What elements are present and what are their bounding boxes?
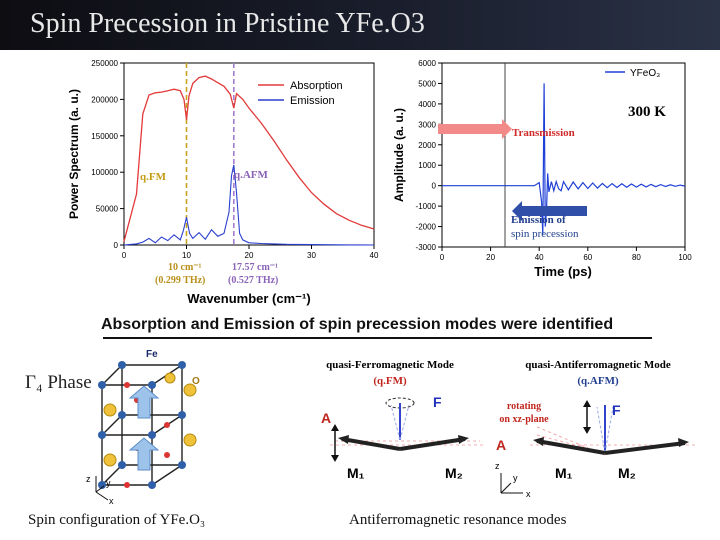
emission-series bbox=[123, 164, 375, 246]
transmission-arrow bbox=[438, 119, 512, 139]
qfm-vector-m2: M₂ bbox=[445, 465, 463, 481]
qafm-label: q.AFM bbox=[234, 169, 269, 181]
qfm-vector-m1: M₁ bbox=[347, 465, 365, 481]
diagram-axis-y: y bbox=[513, 473, 518, 483]
qfm-freq-thz: (0.299 THz) bbox=[155, 275, 205, 286]
title-bar: Spin Precession in Pristine YFe.O3 bbox=[0, 0, 720, 50]
right-xtick-label: 0 bbox=[440, 253, 445, 262]
qafm-freq-cm: 17.57 cm⁻¹ bbox=[232, 262, 278, 273]
summary-underline bbox=[103, 337, 652, 339]
right-xtick-label: 80 bbox=[632, 253, 641, 262]
transmission-label: Transmission bbox=[512, 127, 575, 139]
slide-title: Spin Precession in Pristine YFe.O3 bbox=[30, 8, 425, 39]
legend-emission: Emission bbox=[290, 95, 335, 107]
left-plot-frame bbox=[123, 62, 375, 246]
qafm-mode-sub: (q.AFM) bbox=[577, 375, 619, 387]
right-ytick-label: 6000 bbox=[418, 59, 436, 68]
qafm-freq-thz: (0.527 THz) bbox=[228, 275, 278, 286]
right-ytick-label: 4000 bbox=[418, 100, 436, 109]
qafm-vector-m2: M₂ bbox=[618, 465, 636, 481]
o-label: O bbox=[192, 376, 200, 387]
right-ylabel: Amplitude (a. u.) bbox=[392, 108, 406, 202]
lattice-axes bbox=[95, 476, 109, 501]
resonance-modes-diagram: quasi-Ferromagnetic Mode (q.FM) quasi-An… bbox=[321, 359, 695, 499]
emission-label-1: Emission of bbox=[511, 214, 566, 226]
caption-resonance-modes: Antiferromagnetic resonance modes bbox=[349, 512, 567, 528]
right-ytick-label: 1000 bbox=[418, 161, 436, 170]
left-ytick-label: 150000 bbox=[91, 132, 118, 141]
right-ytick-label: -3000 bbox=[416, 243, 437, 252]
qafm-vector-m1: M₁ bbox=[555, 465, 573, 481]
qfm-mode-title: quasi-Ferromagnetic Mode bbox=[326, 359, 454, 371]
left-xtick-label: 20 bbox=[245, 251, 254, 260]
left-xtick-label: 10 bbox=[182, 251, 191, 260]
qfm-panel bbox=[330, 397, 485, 462]
fe-atoms bbox=[98, 361, 186, 489]
diagram-axis-z: z bbox=[495, 461, 500, 471]
qafm-panel bbox=[500, 400, 695, 494]
right-ytick-label: 3000 bbox=[418, 120, 436, 129]
qfm-vector-a: A bbox=[321, 410, 331, 426]
qfm-label: q.FM bbox=[140, 171, 167, 183]
gamma-phase-label: Γ₄ Phase bbox=[25, 372, 92, 393]
summary-text: Absorption and Emission of spin precessi… bbox=[101, 316, 614, 333]
left-ylabel: Power Spectrum (a. u.) bbox=[67, 89, 81, 219]
left-ytick-label: 200000 bbox=[91, 95, 118, 104]
right-xtick-label: 100 bbox=[678, 253, 692, 262]
amplitude-chart: -3000-2000-10000100020003000400050006000… bbox=[392, 59, 692, 279]
lattice-frame bbox=[101, 364, 183, 486]
left-ytick-label: 50000 bbox=[96, 205, 119, 214]
spin-arrow-lower bbox=[128, 437, 160, 471]
right-ytick-label: 2000 bbox=[418, 141, 436, 150]
legend-yfeo3: YFeO₃ bbox=[630, 68, 660, 79]
temperature-label: 300 K bbox=[628, 104, 666, 120]
rotating-label-1: rotating bbox=[507, 401, 541, 412]
right-plot-frame bbox=[441, 62, 686, 248]
left-xtick-label: 30 bbox=[307, 251, 316, 260]
caption-spin-configuration: Spin configuration of YFe.O₃ bbox=[28, 512, 206, 528]
lattice-axis-z: z bbox=[86, 474, 91, 484]
left-ytick-label: 100000 bbox=[91, 168, 118, 177]
right-ytick-label: -1000 bbox=[416, 202, 437, 211]
diagram-axis-x: x bbox=[526, 489, 531, 499]
right-ytick-label: 5000 bbox=[418, 79, 436, 88]
right-xtick-label: 60 bbox=[583, 253, 592, 262]
rotating-label-2: on xz-plane bbox=[499, 414, 549, 425]
right-xtick-label: 20 bbox=[486, 253, 495, 262]
right-ytick-label: -2000 bbox=[416, 223, 437, 232]
o-atoms bbox=[103, 372, 197, 467]
qfm-freq-cm: 10 cm⁻¹ bbox=[168, 262, 202, 273]
right-xtick-label: 40 bbox=[535, 253, 544, 262]
lattice-axis-y: y bbox=[106, 478, 111, 488]
qfm-vector-f: F bbox=[433, 394, 442, 410]
left-ytick-label: 250000 bbox=[91, 59, 118, 68]
qafm-mode-title: quasi-Antiferromagnetic Mode bbox=[525, 359, 671, 371]
crystal-lattice: Fe O z y x bbox=[86, 349, 200, 506]
qafm-vector-f: F bbox=[612, 402, 621, 418]
left-xtick-label: 40 bbox=[370, 251, 379, 260]
right-ytick-label: 0 bbox=[432, 182, 437, 191]
emission-label-2: spin precession bbox=[511, 228, 579, 240]
legend-absorption: Absorption bbox=[290, 80, 343, 92]
absorption-series bbox=[123, 75, 375, 242]
qafm-vector-a: A bbox=[496, 437, 506, 453]
left-xtick-label: 0 bbox=[122, 251, 127, 260]
qfm-mode-sub: (q.FM) bbox=[373, 375, 407, 387]
left-ytick-label: 0 bbox=[114, 241, 119, 250]
power-spectrum-chart: 0 50000 100000 150000 200000 250000 0 10 20 30 40… bbox=[67, 59, 379, 306]
spin-arrow-upper bbox=[128, 385, 160, 419]
left-xlabel: Wavenumber (cm⁻¹) bbox=[187, 291, 310, 306]
lattice-axis-x: x bbox=[109, 496, 114, 506]
right-xlabel: Time (ps) bbox=[534, 264, 592, 279]
emission-arrow bbox=[512, 201, 587, 221]
fe-label: Fe bbox=[146, 349, 158, 360]
